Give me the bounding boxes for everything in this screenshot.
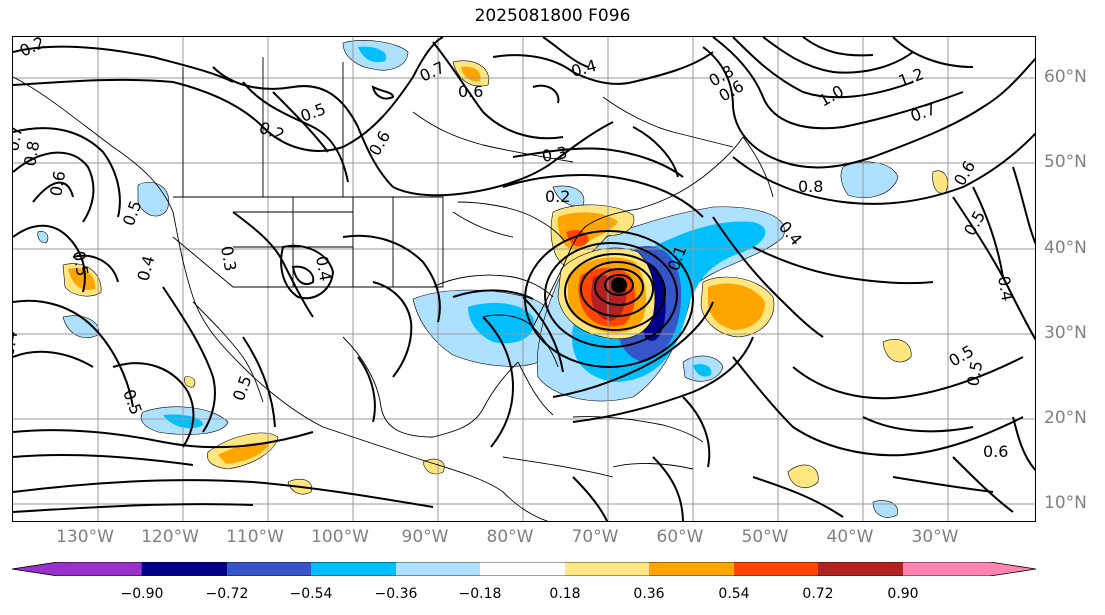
contour-label: 0.6 — [458, 82, 483, 101]
lat-label: 20°N — [1044, 408, 1087, 428]
contour-label: 0.2 — [545, 187, 570, 206]
contour-label: 0.4 — [13, 329, 21, 357]
colorbar-tick: −0.18 — [458, 586, 502, 602]
contour-label: 0.5 — [963, 359, 986, 387]
contour-label: 0.5 — [119, 387, 146, 417]
contour-label: 0.4 — [994, 274, 1017, 302]
chart-title: 2025081800 F096 — [474, 6, 631, 26]
contour-label: 0.5 — [229, 373, 256, 403]
lat-label: 40°N — [1044, 238, 1087, 258]
colorbar-tick: 0.18 — [549, 586, 581, 602]
lon-label: 110°W — [226, 527, 284, 547]
lon-label: 50°W — [741, 527, 789, 547]
colorbar-tick: 0.36 — [633, 586, 665, 602]
lat-label: 10°N — [1044, 493, 1087, 513]
colorbar-segment — [734, 562, 818, 576]
contour-label: 0.6 — [46, 169, 69, 197]
lon-label: 100°W — [311, 527, 369, 547]
contour-label: 0.3 — [540, 143, 568, 166]
colorbar-segment — [649, 562, 734, 576]
colorbar-tick: 0.54 — [718, 586, 750, 602]
contour-label: 0.3 — [217, 244, 240, 272]
contour-label: 1.2 — [896, 64, 926, 91]
contour-label: 0.8 — [20, 139, 43, 167]
contour-label: 0.7 — [13, 124, 26, 152]
shaded-anomalies — [37, 40, 948, 518]
lon-label: 120°W — [141, 527, 199, 547]
colorbar-segment — [480, 562, 565, 576]
coastlines — [13, 57, 774, 521]
lon-label: 30°W — [911, 527, 959, 547]
colorbar-tick: 0.72 — [802, 586, 834, 602]
contour-label: 0.8 — [798, 177, 823, 196]
colorbar-segment — [565, 562, 649, 576]
contour-label: 0.6 — [983, 442, 1008, 461]
colorbar-segment — [818, 562, 903, 576]
lon-label: 130°W — [56, 527, 114, 547]
contour-label: 0.2 — [17, 37, 48, 61]
contour-lines — [13, 37, 1035, 521]
contour-label: 0.5 — [298, 99, 328, 126]
colorbar-tick: −0.72 — [205, 586, 249, 602]
lon-label: 40°W — [826, 527, 874, 547]
lat-label: 60°N — [1044, 67, 1087, 87]
colorbar-segment — [311, 562, 396, 576]
contour-label: 1.0 — [816, 81, 848, 110]
map-panel: 0.2 0.7 0.6 0.4 0.8 0.6 0.5 0.6 0.8 0.7 … — [12, 36, 1036, 522]
colorbar-segment — [903, 562, 1036, 576]
lat-label: 30°N — [1044, 323, 1087, 343]
contour-label: 0.5 — [69, 249, 92, 277]
contour-label: 0.4 — [134, 254, 159, 284]
lon-label: 70°W — [571, 527, 619, 547]
contour-label: 0.4 — [312, 254, 335, 282]
colorbar-segment — [396, 562, 480, 576]
lon-label: 60°W — [656, 527, 704, 547]
contour-label: 0.6 — [950, 157, 979, 189]
colorbar-segment — [12, 562, 143, 576]
colorbar-tick: −0.36 — [374, 586, 418, 602]
storm-center-marker — [611, 277, 627, 293]
colorbar-segment — [142, 562, 227, 576]
lon-label: 80°W — [486, 527, 534, 547]
lon-label: 90°W — [401, 527, 449, 547]
colorbar-tick: −0.90 — [120, 586, 164, 602]
colorbar — [12, 562, 1036, 576]
colorbar-tick: 0.90 — [887, 586, 919, 602]
colorbar-tick: −0.54 — [289, 586, 333, 602]
colorbar-segment — [227, 562, 311, 576]
lat-label: 50°N — [1044, 152, 1087, 172]
graticule — [13, 37, 1035, 521]
